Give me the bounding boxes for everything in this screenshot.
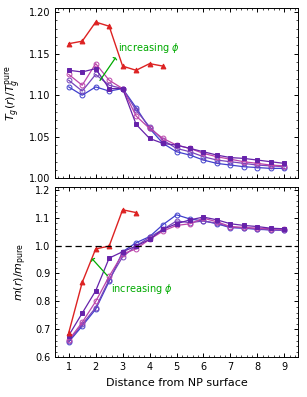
X-axis label: Distance from NP surface: Distance from NP surface — [106, 378, 247, 388]
Y-axis label: $m(r)/m_\mathrm{pure}$: $m(r)/m_\mathrm{pure}$ — [13, 243, 29, 301]
Y-axis label: $T_g(r)/T_g^\mathrm{pure}$: $T_g(r)/T_g^\mathrm{pure}$ — [4, 65, 23, 121]
Text: increasing $\phi$: increasing $\phi$ — [111, 282, 172, 296]
Text: increasing $\phi$: increasing $\phi$ — [118, 41, 179, 55]
